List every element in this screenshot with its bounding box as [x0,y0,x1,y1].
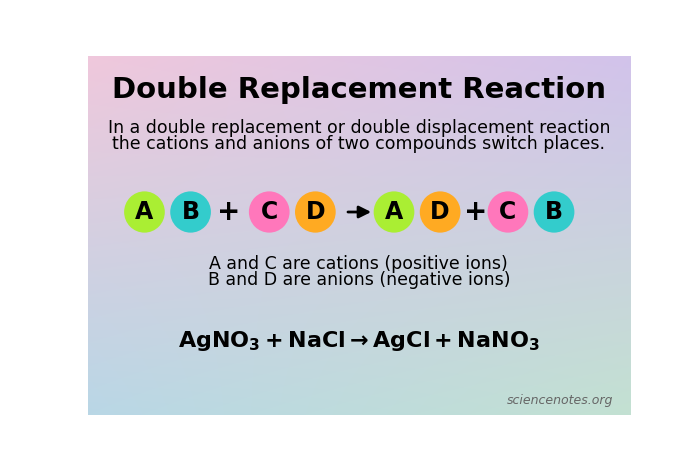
Text: Double Replacement Reaction: Double Replacement Reaction [112,76,606,104]
Ellipse shape [124,192,164,233]
Ellipse shape [374,192,414,233]
Ellipse shape [533,192,575,233]
Text: In a double replacement or double displacement reaction: In a double replacement or double displa… [108,119,610,137]
Text: B: B [181,200,200,224]
Ellipse shape [249,192,290,233]
Text: B: B [545,200,563,224]
Text: D: D [305,200,326,224]
Text: the cations and anions of two compounds switch places.: the cations and anions of two compounds … [112,135,606,153]
Ellipse shape [488,192,528,233]
Text: A: A [385,200,403,224]
Text: +: + [463,198,487,226]
Ellipse shape [420,192,461,233]
Text: C: C [499,200,517,224]
Text: +: + [217,198,240,226]
Ellipse shape [295,192,336,233]
Text: $\bf{AgNO_3 + NaCl \rightarrow AgCl + NaNO_3}$: $\bf{AgNO_3 + NaCl \rightarrow AgCl + Na… [178,329,540,353]
Text: A: A [135,200,153,224]
Ellipse shape [170,192,211,233]
Text: C: C [260,200,278,224]
Text: A and C are cations (positive ions): A and C are cations (positive ions) [209,255,508,273]
Text: B and D are anions (negative ions): B and D are anions (negative ions) [207,271,510,289]
Text: D: D [430,200,450,224]
Text: sciencenotes.org: sciencenotes.org [508,394,614,407]
